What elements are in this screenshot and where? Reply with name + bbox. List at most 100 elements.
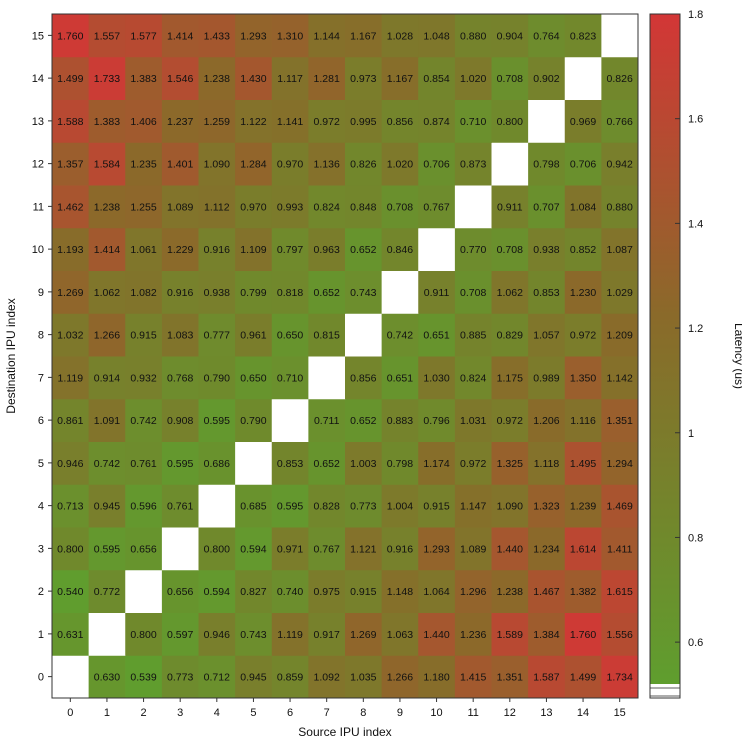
heatmap-cell [454,56,493,100]
x-tick-label: 8 [360,707,366,719]
heatmap-cell [381,56,419,100]
heatmap-cell [125,655,163,699]
colorbar-tick-label: 0.6 [688,637,703,649]
cell-value-label: 0.945 [94,501,120,513]
cell-value-label: 1.229 [167,244,193,256]
heatmap-cell [454,441,493,485]
y-tick-label: 15 [32,30,44,42]
x-tick-label: 7 [324,707,330,719]
cell-value-label: 1.281 [314,73,340,85]
heatmap-cell [454,99,493,143]
heatmap-cell [52,612,90,656]
cell-value-label: 0.972 [497,415,523,427]
heatmap-cell [161,99,200,143]
heatmap-cell [418,527,456,571]
cell-value-label: 0.773 [350,501,376,513]
cell-value-label: 0.973 [350,73,376,85]
cell-value-label: 1.090 [204,159,230,171]
heatmap-cell [271,612,309,656]
heatmap-cell [345,142,383,186]
heatmap-cell [88,655,126,699]
x-tick-label: 5 [250,707,256,719]
cell-value-label: 1.083 [167,330,193,342]
heatmap-cell [345,612,383,656]
x-tick-label: 10 [430,707,442,719]
heatmap-cell [528,655,566,699]
cell-value-label: 0.938 [204,287,230,299]
cell-value-label: 0.826 [350,159,376,171]
heatmap-cell [491,14,529,58]
heatmap-cell [491,527,529,571]
cell-value-label: 1.351 [497,672,523,684]
cell-value-label: 0.914 [94,372,120,384]
cell-value-label: 0.798 [533,159,559,171]
heatmap-cell [345,14,383,58]
cell-value-label: 1.383 [94,116,120,128]
cell-value-label: 0.993 [277,201,303,213]
heatmap-cell [564,612,602,656]
heatmap-cell [564,356,602,400]
heatmap-cell [454,313,493,357]
cell-value-label: 1.064 [423,586,449,598]
cell-value-label: 0.685 [240,501,266,513]
cell-value-label: 0.824 [460,372,486,384]
y-tick-label: 8 [38,330,44,342]
cell-value-label: 0.742 [130,415,156,427]
heatmap-cell [345,185,383,229]
heatmap-cell [88,185,126,229]
cell-value-label: 1.003 [350,458,376,470]
heatmap-cell [381,569,419,613]
heatmap-cell [235,655,273,699]
cell-value-label: 1.269 [57,287,83,299]
cell-value-label: 1.174 [423,458,449,470]
heatmap-cell-diagonal [52,655,90,699]
heatmap-cell [88,99,126,143]
heatmap-cell [564,142,602,186]
y-tick-label: 1 [38,629,44,641]
cell-value-label: 1.239 [570,501,596,513]
heatmap-cell [454,270,493,314]
heatmap-cell [88,14,126,58]
heatmap-cell [235,313,273,357]
heatmap-cell [418,655,456,699]
cell-value-label: 0.829 [497,330,523,342]
heatmap-cell [271,142,309,186]
heatmap-cell [454,14,493,58]
colorbar-tick-label: 1.8 [688,9,703,21]
cell-value-label: 1.238 [497,586,523,598]
heatmap-cell [491,227,529,271]
y-tick-label: 10 [32,244,44,256]
heatmap-cell [491,313,529,357]
cell-value-label: 0.711 [314,415,340,427]
heatmap-cell [528,313,566,357]
cell-value-label: 0.651 [387,372,413,384]
cell-value-label: 0.853 [533,287,559,299]
heatmap-cell [52,56,90,100]
heatmap-cell [88,398,126,442]
cell-value-label: 0.652 [350,415,376,427]
cell-value-label: 0.911 [497,201,523,213]
heatmap-cell [418,185,456,229]
heatmap-cell [308,313,346,357]
cell-value-label: 1.577 [130,30,156,42]
cell-value-label: 1.499 [570,672,596,684]
heatmap-cell [52,185,90,229]
cell-value-label: 0.797 [277,244,303,256]
heatmap-cell [271,441,309,485]
heatmap-cell [601,99,639,143]
heatmap-cell [564,441,602,485]
cell-value-label: 1.284 [240,159,266,171]
cell-value-label: 0.708 [460,287,486,299]
heatmap-cell [454,569,493,613]
heatmap-cell [308,227,346,271]
heatmap-cell [308,527,346,571]
cell-value-label: 0.904 [497,30,523,42]
cell-value-label: 0.651 [423,330,449,342]
cell-value-label: 1.462 [57,201,83,213]
heatmap-cell [235,99,273,143]
cell-value-label: 0.972 [460,458,486,470]
heatmap-cell [125,313,163,357]
cell-value-label: 0.761 [130,458,156,470]
cell-value-label: 1.556 [607,629,633,641]
cell-value-label: 0.989 [533,372,559,384]
